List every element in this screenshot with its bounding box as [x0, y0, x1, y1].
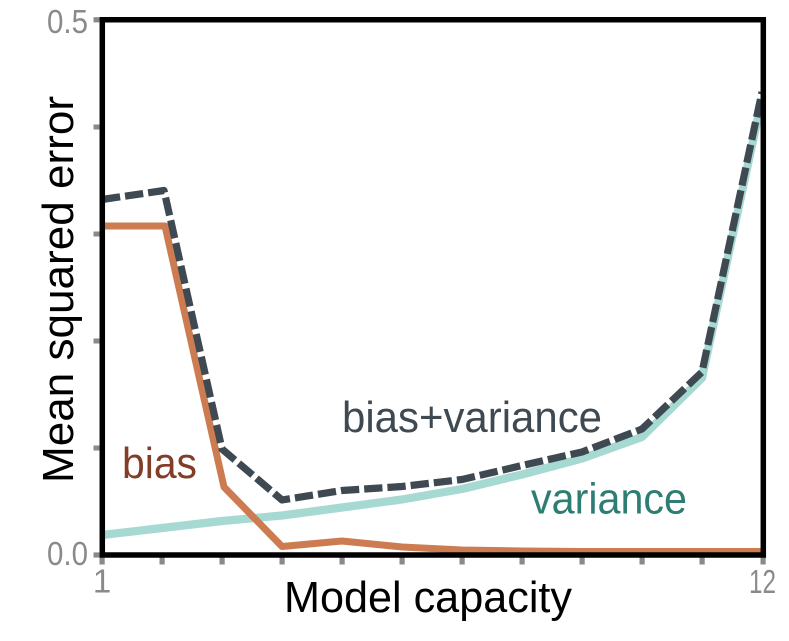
svg-text:bias+variance: bias+variance	[342, 393, 602, 442]
svg-text:Model capacity: Model capacity	[284, 573, 572, 622]
svg-text:Mean squared error: Mean squared error	[34, 96, 83, 483]
svg-text:variance: variance	[531, 475, 687, 524]
svg-text:1: 1	[93, 563, 111, 600]
svg-text:0.5: 0.5	[47, 3, 88, 40]
svg-text:0.0: 0.0	[47, 535, 88, 572]
svg-text:12: 12	[749, 563, 776, 600]
svg-text:bias: bias	[122, 439, 197, 488]
